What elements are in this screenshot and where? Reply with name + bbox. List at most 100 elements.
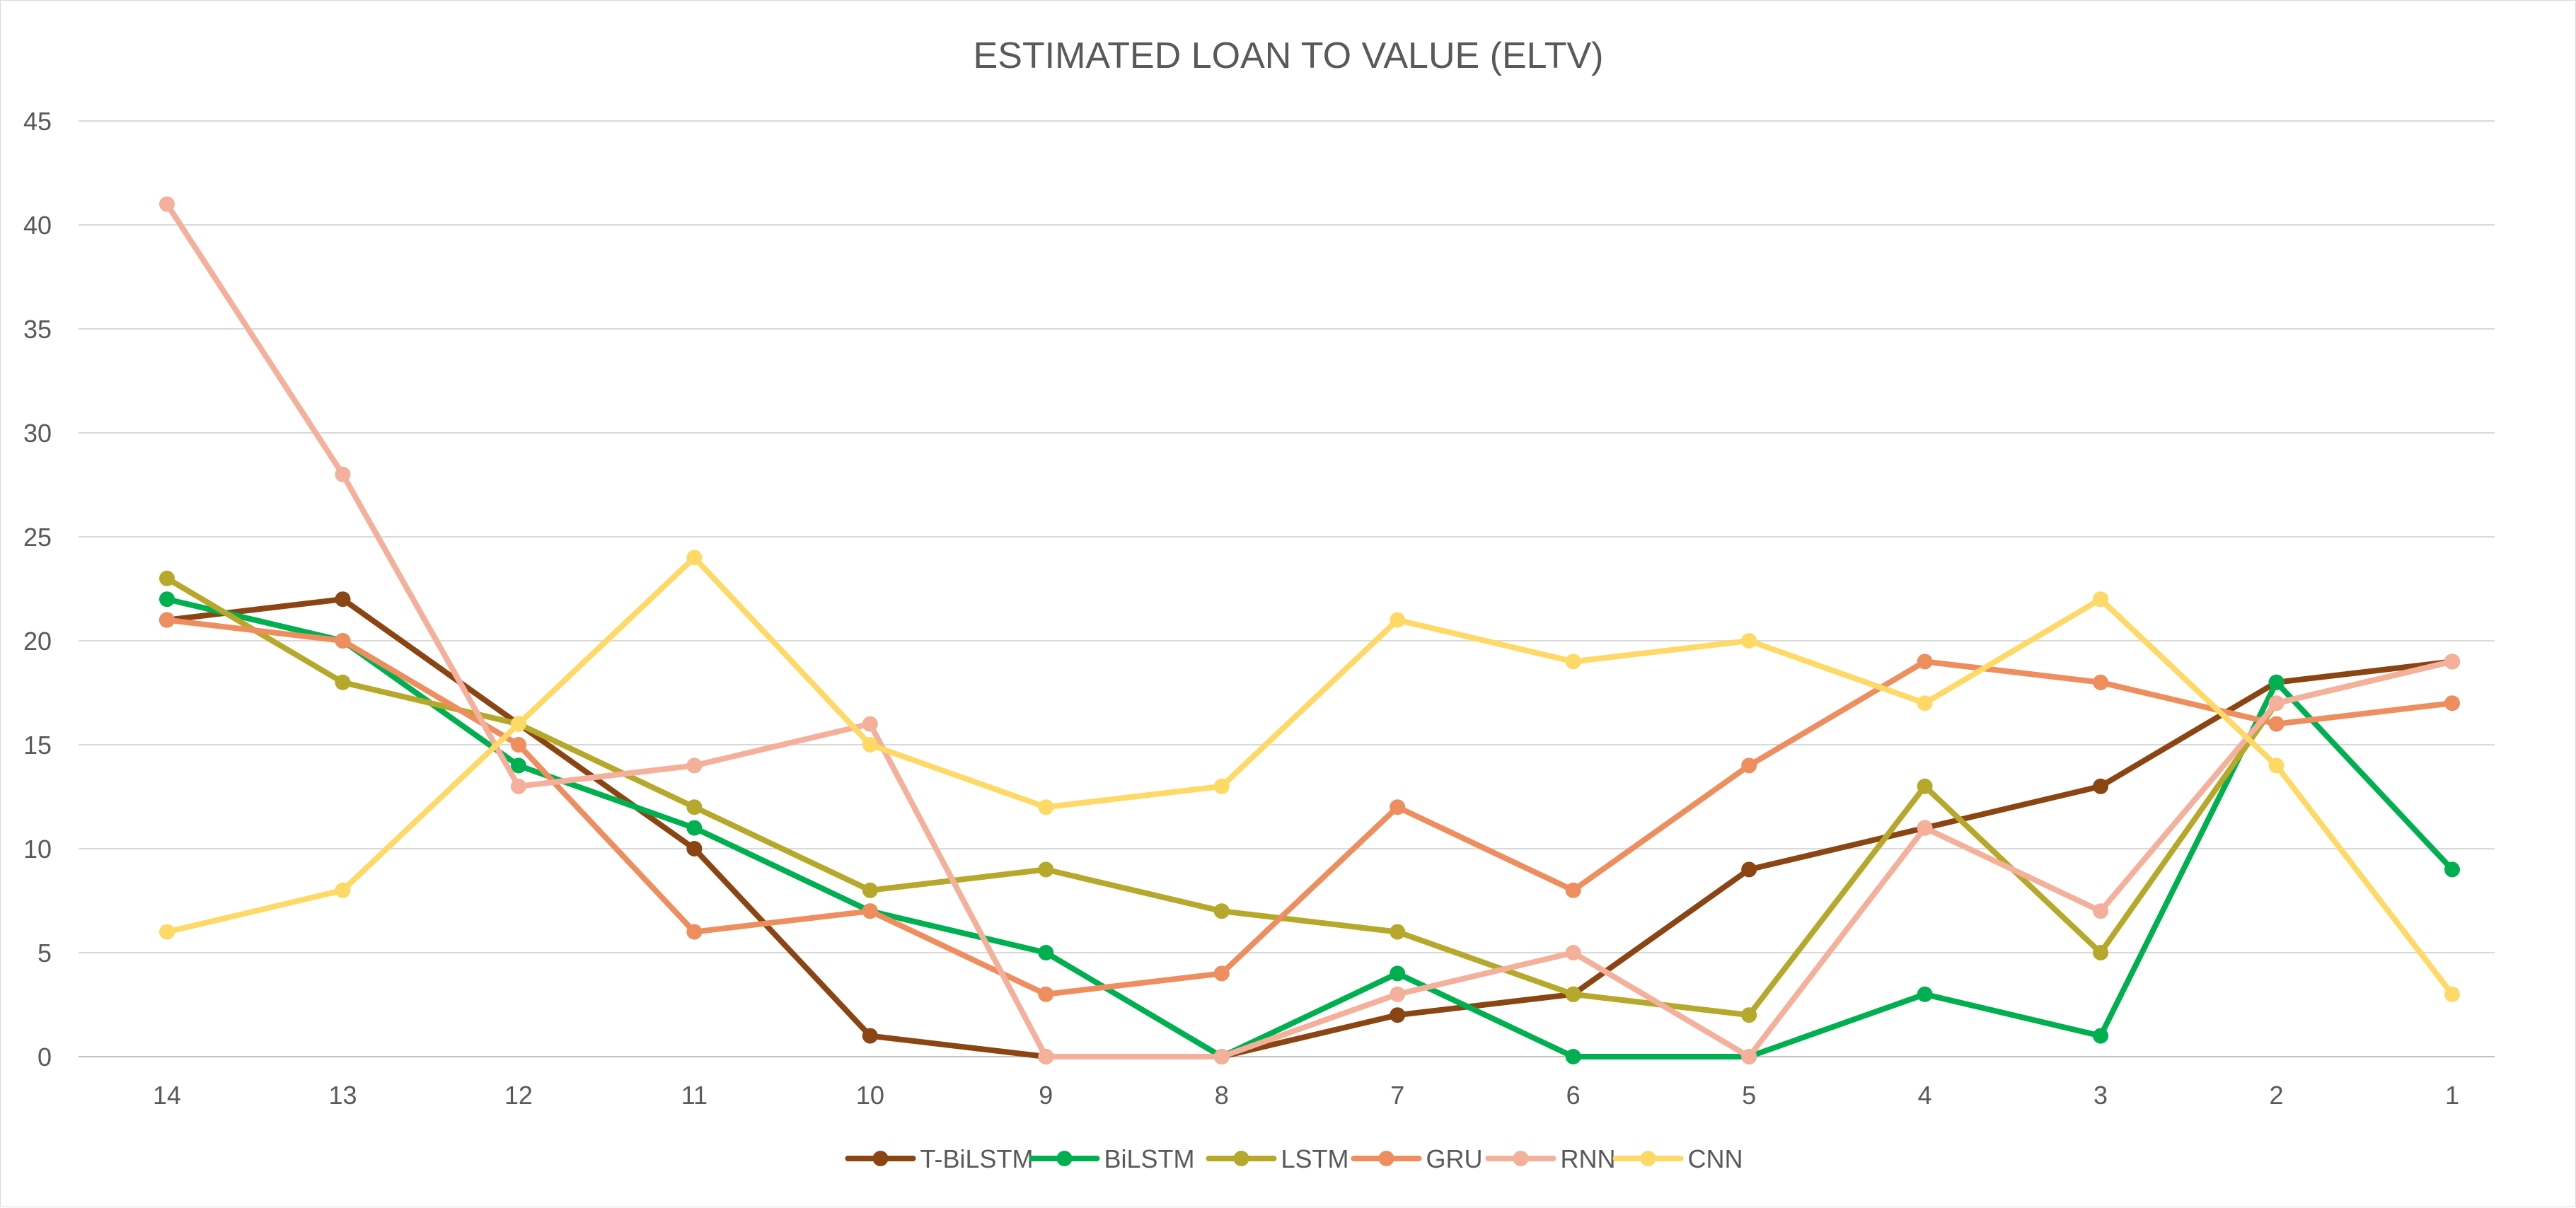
data-point xyxy=(1917,654,1933,670)
data-point xyxy=(1213,778,1230,794)
x-tick-label: 10 xyxy=(856,1081,884,1110)
series-gru xyxy=(159,612,2460,1002)
data-point xyxy=(1390,986,1406,1002)
series-line xyxy=(164,554,2455,997)
x-tick-label: 2 xyxy=(2270,1081,2284,1110)
y-tick-label: 45 xyxy=(23,107,52,136)
y-tick-label: 15 xyxy=(23,731,52,760)
x-tick-label: 6 xyxy=(1566,1081,1581,1110)
y-tick-label: 5 xyxy=(37,939,52,968)
legend-item-lstm: LSTM xyxy=(1206,1144,1349,1173)
data-point xyxy=(686,550,703,566)
legend: T-BiLSTM BiLSTM LSTM GRU RNN CNN xyxy=(845,1144,1743,1173)
data-point xyxy=(510,757,526,774)
data-point xyxy=(159,591,175,608)
data-point xyxy=(686,924,703,940)
data-point xyxy=(2268,695,2285,712)
data-point xyxy=(1565,1049,1581,1064)
data-point xyxy=(862,903,878,919)
data-point xyxy=(335,633,351,649)
legend-label: RNN xyxy=(1561,1144,1616,1173)
x-tick-label: 8 xyxy=(1215,1081,1229,1110)
legend-marker xyxy=(1056,1151,1073,1166)
data-point xyxy=(2093,903,2109,919)
data-point xyxy=(335,466,351,482)
x-axis-ticks: 14 13 12 11 10 9 8 7 6 5 4 3 2 1 xyxy=(153,1081,2459,1110)
data-point xyxy=(1741,1049,1757,1064)
data-point xyxy=(862,737,878,753)
data-point xyxy=(510,778,526,794)
data-point xyxy=(862,716,878,732)
data-point xyxy=(1390,612,1406,628)
y-tick-label: 20 xyxy=(23,627,52,656)
data-point xyxy=(862,882,878,898)
y-tick-label: 10 xyxy=(23,835,52,864)
legend-item-t-bilstm: T-BiLSTM xyxy=(845,1144,1034,1173)
data-point xyxy=(159,570,175,586)
y-tick-label: 25 xyxy=(23,523,52,552)
series-line xyxy=(164,201,2455,1059)
data-point xyxy=(2093,674,2109,690)
series-lines xyxy=(159,196,2460,1064)
data-point xyxy=(1741,633,1757,649)
x-tick-label: 13 xyxy=(328,1081,357,1110)
data-point xyxy=(1565,882,1581,898)
legend-label: BiLSTM xyxy=(1104,1144,1195,1173)
legend-item-cnn: CNN xyxy=(1612,1144,1743,1173)
data-point xyxy=(1213,903,1230,919)
data-point xyxy=(1917,778,1933,794)
data-point xyxy=(2268,674,2285,690)
data-point xyxy=(2444,861,2460,878)
data-point xyxy=(1565,945,1581,960)
data-point xyxy=(1917,820,1933,836)
legend-label: T-BiLSTM xyxy=(920,1144,1034,1173)
y-axis-ticks: 0 5 10 15 20 25 30 35 40 45 xyxy=(23,107,52,1071)
x-tick-label: 7 xyxy=(1390,1081,1404,1110)
legend-item-bilstm: BiLSTM xyxy=(1029,1144,1195,1173)
series-line xyxy=(164,596,2455,1059)
data-point xyxy=(1390,924,1406,940)
legend-label: CNN xyxy=(1688,1144,1743,1173)
data-point xyxy=(686,757,703,774)
data-point xyxy=(2444,654,2460,670)
data-point xyxy=(1038,799,1054,815)
data-point xyxy=(2093,778,2109,794)
data-point xyxy=(335,591,351,608)
x-tick-label: 9 xyxy=(1039,1081,1053,1110)
gridlines xyxy=(79,120,2495,1057)
legend-label: GRU xyxy=(1426,1144,1483,1173)
x-tick-label: 3 xyxy=(2093,1081,2108,1110)
series-cnn xyxy=(159,550,2460,1002)
y-tick-label: 35 xyxy=(23,315,52,344)
data-point xyxy=(1565,986,1581,1002)
x-tick-label: 4 xyxy=(1918,1081,1932,1110)
data-point xyxy=(510,716,526,732)
legend-marker xyxy=(1513,1151,1529,1166)
series-line xyxy=(164,596,2455,1059)
legend-marker xyxy=(1233,1151,1249,1166)
data-point xyxy=(1741,1007,1757,1023)
data-point xyxy=(1741,757,1757,774)
series-t-bilstm xyxy=(159,591,2460,1064)
legend-marker xyxy=(1378,1151,1394,1166)
legend-item-gru: GRU xyxy=(1351,1144,1483,1173)
legend-label: LSTM xyxy=(1281,1144,1349,1173)
data-point xyxy=(686,799,703,815)
data-point xyxy=(1038,861,1054,878)
data-point xyxy=(1038,986,1054,1002)
data-point xyxy=(2093,945,2109,960)
chart-title: ESTIMATED LOAN TO VALUE (ELTV) xyxy=(974,35,1604,76)
y-tick-label: 40 xyxy=(23,211,52,240)
data-point xyxy=(159,612,175,628)
data-point xyxy=(335,674,351,690)
data-point xyxy=(1390,799,1406,815)
data-point xyxy=(510,737,526,753)
data-point xyxy=(159,196,175,212)
data-point xyxy=(1038,945,1054,960)
series-lstm xyxy=(159,570,2460,1023)
data-point xyxy=(2444,986,2460,1002)
legend-item-rnn: RNN xyxy=(1485,1144,1616,1173)
x-tick-label: 1 xyxy=(2445,1081,2459,1110)
